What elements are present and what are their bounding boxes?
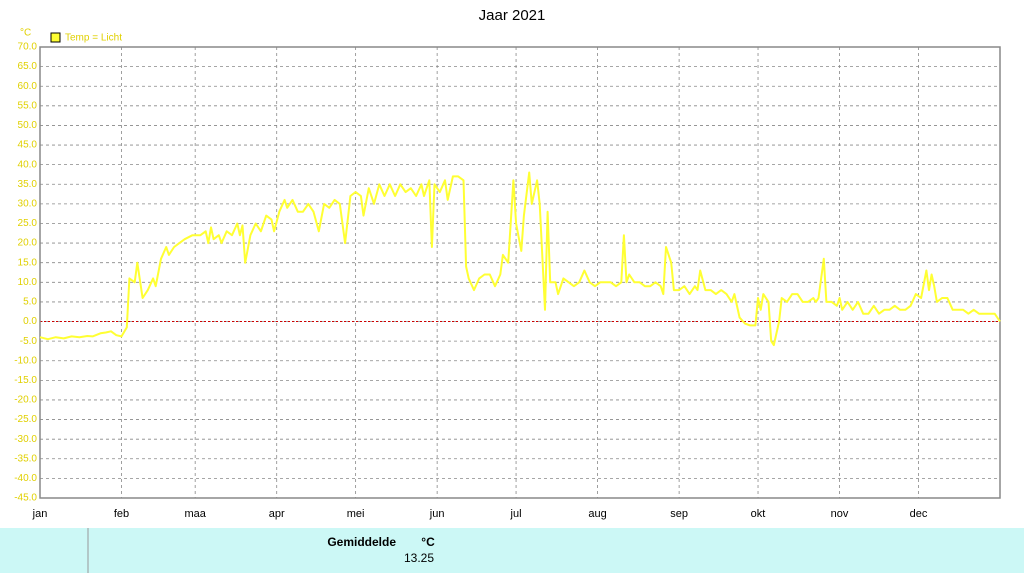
x-tick-label: okt — [751, 508, 766, 520]
y-tick-label: 15.0 — [18, 257, 38, 268]
y-tick-label: -25.0 — [14, 414, 37, 425]
y-tick-label: -20.0 — [14, 395, 37, 406]
x-tick-label: jul — [510, 508, 522, 520]
x-tick-label: apr — [269, 508, 285, 520]
x-tick-label: sep — [670, 508, 688, 520]
summary-label: Gemiddelde — [327, 535, 396, 549]
y-tick-label: -35.0 — [14, 453, 37, 464]
y-tick-label: 60.0 — [18, 81, 38, 92]
x-tick-label: nov — [831, 508, 849, 520]
x-tick-label: mei — [347, 508, 365, 520]
x-tick-label: aug — [588, 508, 606, 520]
y-tick-label: 25.0 — [18, 218, 38, 229]
y-tick-label: 65.0 — [18, 61, 38, 72]
x-tick-label: jan — [32, 508, 48, 520]
x-tick-label: maa — [184, 508, 206, 520]
chart-title: Jaar 2021 — [479, 7, 546, 24]
y-tick-label: 40.0 — [18, 159, 38, 170]
y-tick-label: 70.0 — [18, 42, 38, 53]
y-tick-label: -30.0 — [14, 434, 37, 445]
y-tick-label: 55.0 — [18, 100, 38, 111]
y-tick-label: 50.0 — [18, 120, 38, 131]
summary-unit: °C — [421, 535, 435, 549]
y-tick-label: 30.0 — [18, 199, 38, 210]
y-tick-label: -15.0 — [14, 375, 37, 386]
y-tick-label: -10.0 — [14, 355, 37, 366]
y-unit: °C — [20, 28, 31, 39]
y-tick-label: 0.0 — [23, 316, 37, 327]
y-tick-label: 20.0 — [18, 238, 38, 249]
x-tick-label: jun — [429, 508, 445, 520]
y-tick-label: 10.0 — [18, 277, 38, 288]
summary-value: 13.25 — [404, 551, 434, 565]
legend-label: Temp = Licht — [65, 33, 122, 44]
x-tick-label: feb — [114, 508, 129, 520]
y-tick-label: -40.0 — [14, 473, 37, 484]
y-tick-label: 45.0 — [18, 140, 38, 151]
y-tick-label: -5.0 — [20, 336, 38, 347]
legend-swatch — [50, 32, 61, 43]
x-tick-label: dec — [910, 508, 928, 520]
data-line — [39, 171, 1001, 347]
y-tick-label: -45.0 — [14, 493, 37, 504]
y-tick-label: 35.0 — [18, 179, 38, 190]
y-tick-label: 5.0 — [23, 297, 37, 308]
summary-panel — [0, 528, 1024, 573]
plot-border — [39, 46, 1001, 499]
